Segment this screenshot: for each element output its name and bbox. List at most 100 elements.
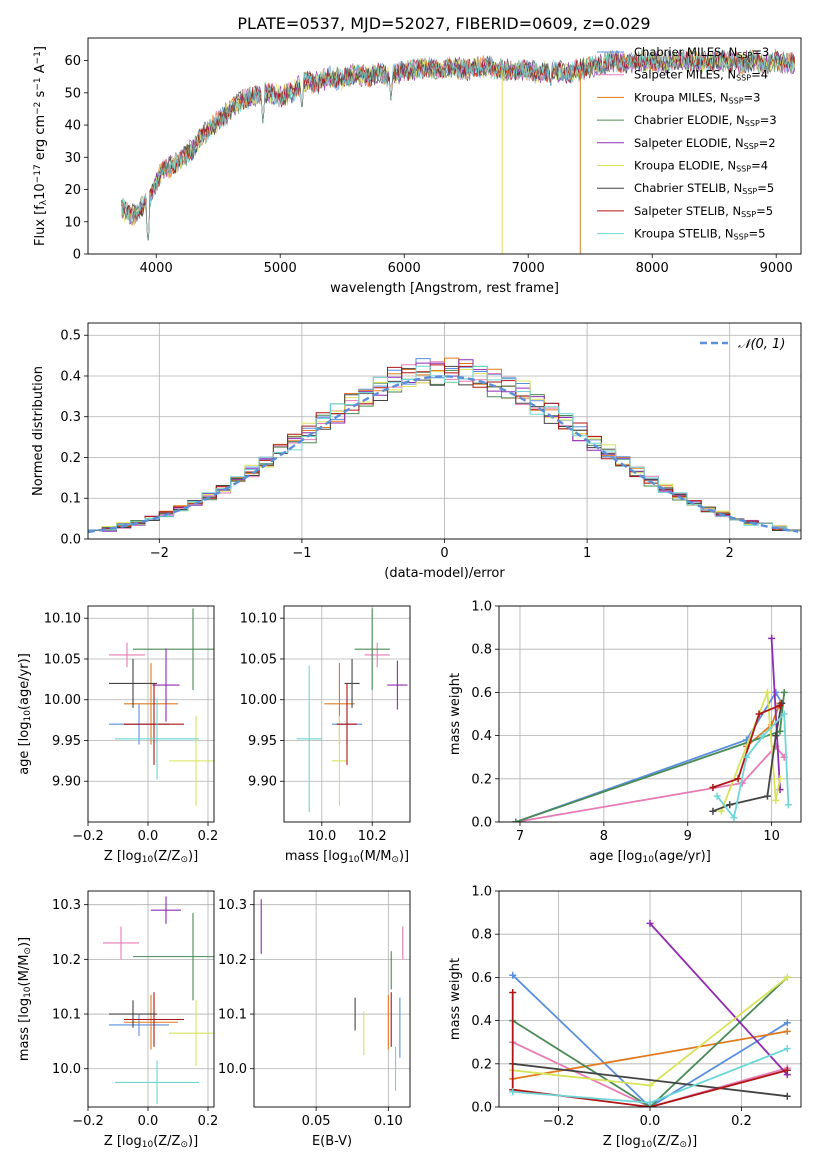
spectrum-line-salpeter_elodie [121, 49, 796, 241]
axis-label-part: (age/yr)] [654, 849, 711, 864]
axis-label-part: (Z/Z [652, 1134, 679, 1149]
weight-line [512, 1030, 788, 1080]
x-tick-label: 5000 [264, 261, 297, 276]
weight-line [649, 922, 788, 1076]
y-tick-label: 10.00 [240, 693, 277, 708]
y-tick-label: 50 [64, 86, 81, 101]
axis-label-part: Z [log [104, 1134, 142, 1149]
legend-label-part: =3 [760, 113, 777, 127]
weight-line [512, 1041, 788, 1107]
y-tick-label: 9.90 [52, 775, 81, 790]
ticks: −2 −1 0 1 2 0.0 0.1 0.2 0.3 0.4 0.5 [60, 329, 734, 561]
ticks: −0.2 0.0 0.2 10.0 10.1 10.2 10.3 [52, 898, 218, 1129]
weight-marker [763, 688, 771, 696]
x-axis-label: Z [log10(Z/Z⊙)] [104, 849, 198, 865]
legend-label-sub: SSP [729, 96, 744, 105]
errorbar-chabrier_stelib [109, 658, 157, 708]
errorbar-kroupa_elodie [169, 716, 214, 806]
axis-label-part: Flux [f [33, 205, 48, 246]
spectrum-line-kroupa_stelib [121, 49, 795, 241]
errorbar-kroupa_miles [124, 663, 178, 745]
axis-label-part: −1 [33, 77, 43, 90]
x-tick-label: 0 [440, 546, 448, 561]
weight-marker [759, 732, 767, 740]
weight-marker [726, 801, 734, 809]
legend-label-sub: SSP [741, 210, 756, 219]
weight-marker [783, 1045, 791, 1053]
legend-label: Salpeter MILES, NSSP=4 [634, 68, 768, 83]
errorbar-kroupa_stelib [115, 1060, 199, 1105]
axes-frame [253, 890, 411, 1108]
errorbar-kroupa_stelib [115, 698, 199, 780]
y-axis-label: Flux [fλ10−17 erg cm−2 s−1 A−1] [33, 46, 49, 246]
plot-area [121, 48, 796, 254]
y-tick-label: 0.6 [471, 686, 492, 701]
weight-series-kroupa_stelib [713, 710, 792, 822]
x-tick-label: 10 [763, 829, 780, 844]
x-tick-label: 0.0 [138, 1114, 159, 1129]
weight-series-salpeter_elodie [768, 634, 784, 794]
axis-label-part: (Z/Z [153, 1134, 180, 1149]
weight-series-salpeter_stelib [709, 701, 784, 791]
weight-marker [709, 807, 717, 815]
x-tick-label: −0.2 [72, 829, 104, 844]
y-tick-label: 0.2 [60, 451, 81, 466]
legend-label-part: Salpeter ELODIE, N [634, 136, 744, 150]
weight-marker [772, 732, 780, 740]
errorbar-kroupa_elodie [169, 1000, 214, 1066]
axis-label-part: erg cm [33, 115, 48, 164]
axis-label-part: ⊙ [679, 1140, 687, 1150]
y-axis-label: mass [log10(M/M⊙)] [17, 937, 33, 1061]
weight-marker [772, 796, 780, 804]
x-tick-label: 7 [516, 829, 524, 844]
normal-curve [88, 375, 799, 534]
axis-label-part: 10 [642, 855, 654, 865]
x-tick-label: 8000 [636, 261, 669, 276]
axis-label-part: 10 [23, 710, 33, 722]
errorbar-salpeter_miles [109, 642, 145, 668]
axis-label-part: (M/M [17, 955, 32, 987]
ticks: 10.0 10.2 9.90 9.95 10.00 10.05 10.10 [240, 612, 387, 844]
axis-label-part: ⊙ [23, 947, 33, 955]
y-tick-label: 10.05 [240, 652, 277, 667]
weight-line [512, 974, 788, 1107]
axis-label-part: mass weight [448, 673, 463, 755]
legend-label-part: Kroupa STELIB, N [634, 227, 734, 241]
errorbar-salpeter_stelib [336, 683, 358, 765]
x-tick-label: 10.2 [358, 829, 387, 844]
axis-label-part: mass [log [285, 849, 348, 864]
errorbar-salpeter_stelib [124, 683, 184, 765]
x-tick-label: 7000 [512, 261, 545, 276]
y-tick-label: 0.3 [60, 410, 81, 425]
x-axis-label: E(B-V) [312, 1134, 352, 1149]
axis-label-part: 10 [23, 986, 33, 998]
weight-marker [709, 783, 717, 791]
y-tick-label: 10.0 [52, 1062, 81, 1077]
axis-label-part: 10 [142, 855, 154, 865]
ticks: 4000 5000 6000 7000 8000 9000 0 10 20 30 40 50 60 [64, 54, 792, 276]
legend-label: 𝒩(0, 1) [738, 337, 785, 352]
legend-label: Chabrier ELODIE, NSSP=3 [634, 113, 777, 128]
legend-label: Chabrier STELIB, NSSP=5 [634, 181, 774, 196]
axis-label-part: (age/yr)] [17, 653, 32, 710]
axis-label-part: age [log [589, 849, 642, 864]
y-tick-label: 10.3 [218, 898, 247, 913]
plot-area [260, 899, 404, 1091]
errorbar-salpeter_elodie [152, 648, 180, 722]
axes-frame [283, 605, 411, 823]
weight-marker [730, 814, 738, 822]
x-axis-label: mass [log10(M/M⊙)] [285, 849, 409, 865]
y-tick-label: 9.90 [248, 775, 277, 790]
y-tick-label: 0.0 [60, 533, 81, 548]
weight-line [511, 992, 788, 1107]
weight-line [720, 692, 781, 812]
weight-marker [646, 1099, 654, 1107]
weight-series-chabrier_stelib [709, 699, 786, 815]
errorbar-salpeter_miles [103, 926, 139, 960]
y-tick-label: 0.5 [60, 329, 81, 344]
axis-label-part: mass weight [448, 958, 463, 1040]
x-axis-label: Z [log10(Z/Z⊙)] [104, 1134, 198, 1150]
mass-vs-metallicity-panel: −0.2 0.0 0.210.010.110.210.3 Z [log10(Z/Z⊙)… [17, 890, 218, 1150]
